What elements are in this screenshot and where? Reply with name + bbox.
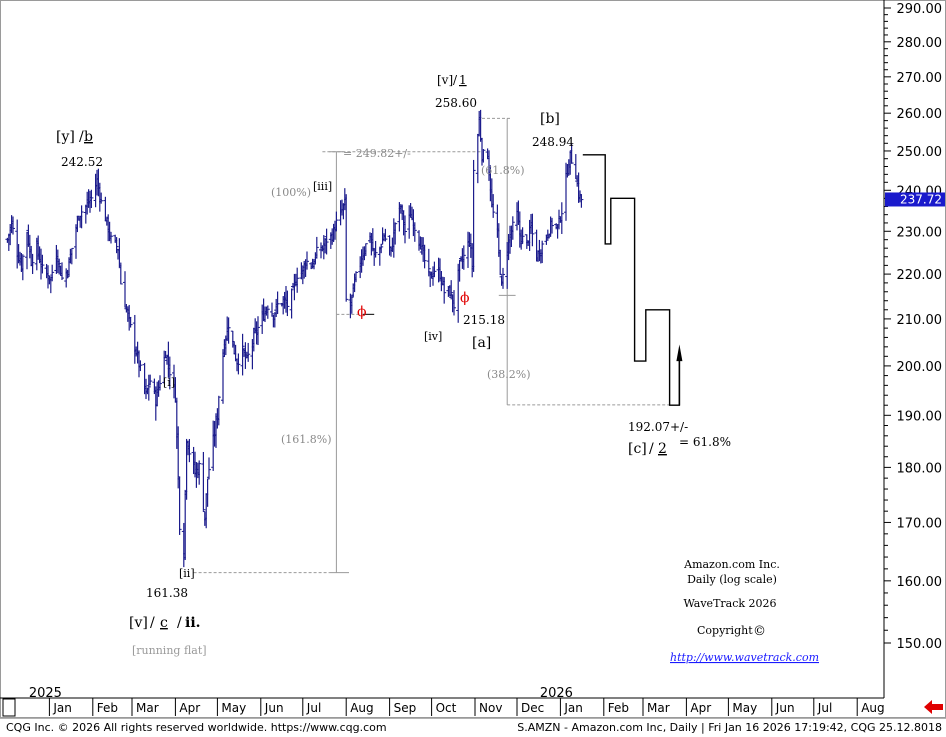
label-wave-ii: [ii] <box>179 567 195 580</box>
last-price-value: 237.72 <box>900 192 942 206</box>
x-month-label: Jun <box>264 701 284 715</box>
fib-161-label: (161.8%) <box>281 433 332 446</box>
label-c-sub: 2 <box>658 441 667 457</box>
last-price-tag: 237.72 <box>885 192 945 207</box>
label-low-value: 161.38 <box>146 586 188 600</box>
label-v1-sub: 1 <box>459 73 467 87</box>
price-bars <box>5 109 584 568</box>
label-y-value: 242.52 <box>61 155 103 169</box>
label-y-sub: b <box>84 129 93 145</box>
x-month-label: Jul <box>306 701 321 715</box>
label-a-wave: [a] <box>472 335 491 351</box>
label-low-sub2: ii. <box>185 615 201 631</box>
y-tick-label: 270.00 <box>897 71 943 86</box>
label-low-slash1: / <box>150 615 155 631</box>
label-y-slash: / <box>79 129 84 145</box>
phi-label-1: ϕ <box>357 304 367 320</box>
label-wave-iii: [iii] <box>313 180 332 193</box>
x-month-label: May <box>221 701 246 715</box>
label-running-flat: [running flat] <box>132 644 207 657</box>
x-month-label: Jun <box>775 701 795 715</box>
y-tick-label: 160.00 <box>897 575 943 590</box>
projection-arrow-head <box>676 344 683 362</box>
annotation-name: Amazon.com Inc. <box>683 558 780 571</box>
label-c-ratio: = 61.8% <box>679 435 731 449</box>
x-month-label: Aug <box>350 701 373 715</box>
red-left-arrow-icon[interactable] <box>924 700 943 714</box>
y-tick-label: 200.00 <box>897 360 943 375</box>
wave-labels: [y] / b 242.52 [v] / 1 258.60 [b] 248.94… <box>56 73 731 657</box>
y-tick-label: 220.00 <box>897 268 943 283</box>
label-c-value: 192.07+/- <box>628 420 688 434</box>
price-chart: 290.00280.00270.00260.00250.00240.00230.… <box>0 0 946 718</box>
label-v1-slash: / <box>453 73 458 87</box>
label-low-slash2: / <box>177 615 182 631</box>
label-wave-iv: [iv] <box>424 330 442 343</box>
label-v1-value: 258.60 <box>435 96 477 110</box>
label-wave-i: [i] <box>163 376 175 389</box>
x-month-label: Nov <box>479 701 502 715</box>
label-c-slash: / <box>649 441 654 457</box>
annotation-block: Amazon.com Inc. Daily (log scale) WaveTr… <box>670 558 819 664</box>
x-month-label: Jul <box>817 701 832 715</box>
label-c-wave: [c] <box>628 441 647 457</box>
projection-path <box>582 154 681 406</box>
annotation-brand: WaveTrack 2026 <box>683 597 776 610</box>
x-year-label: 2026 <box>540 686 573 701</box>
y-tick-label: 260.00 <box>897 107 943 122</box>
status-footer: CQG Inc. © 2026 All rights reserved worl… <box>0 718 946 737</box>
fibonacci-annotations <box>193 117 673 574</box>
y-tick-label: 210.00 <box>897 313 943 328</box>
x-month-label: Dec <box>521 701 544 715</box>
y-tick-label: 190.00 <box>897 409 943 424</box>
y-axis: 290.00280.00270.00260.00250.00240.00230.… <box>884 2 942 652</box>
fib-labels: = 249.82+/- (100%) (161.8%) (61.8%) (38.… <box>271 147 531 446</box>
x-month-label: Apr <box>690 701 711 715</box>
x-month-label: Aug <box>861 701 884 715</box>
y-tick-label: 180.00 <box>897 461 943 476</box>
y-tick-label: 170.00 <box>897 516 943 531</box>
x-month-label: Oct <box>436 701 457 715</box>
label-b-value: 248.94 <box>532 135 574 149</box>
label-low-sub: c <box>160 615 168 631</box>
label-low-wave: [v] <box>129 615 148 631</box>
phi-label-2: ϕ <box>460 290 470 306</box>
back-arrow-shape[interactable] <box>924 700 943 714</box>
x-month-label: Mar <box>647 701 670 715</box>
y-tick-label: 290.00 <box>897 2 943 17</box>
fib-target-label: = 249.82+/- <box>343 147 411 160</box>
y-tick-label: 280.00 <box>897 36 943 51</box>
x-axis-scroll-thumb <box>2 698 16 717</box>
label-b-wave: [b] <box>540 111 560 127</box>
label-v1-wave: [v] <box>437 73 453 87</box>
x-axis: Jan Feb Mar Apr May Jun Jul Aug Sep Oct Nov Dec Jan F… <box>2 686 885 717</box>
last-price-background <box>885 192 945 207</box>
x-month-label: Mar <box>136 701 159 715</box>
annotation-scale: Daily (log scale) <box>687 573 777 586</box>
x-month-label: Jan <box>563 701 583 715</box>
wavetrack-link[interactable]: http://www.wavetrack.com <box>670 651 819 664</box>
x-month-label: Apr <box>179 701 200 715</box>
y-tick-label: 230.00 <box>897 225 943 240</box>
x-month-label: May <box>732 701 757 715</box>
x-month-label: Sep <box>394 701 417 715</box>
x-month-label: Jan <box>52 701 72 715</box>
x-year-label: 2025 <box>29 686 62 701</box>
x-month-label: Feb <box>608 701 629 715</box>
label-y-wave: [y] <box>56 129 75 145</box>
fib-100-label: (100%) <box>271 186 311 199</box>
y-tick-label: 250.00 <box>897 145 943 160</box>
annotation-copyright: Copyright <box>697 624 753 637</box>
y-tick-label: 150.00 <box>897 637 943 652</box>
fib-38-label: (38.2%) <box>487 368 531 381</box>
wave-projection <box>582 154 683 406</box>
fib-61-label: (61.8%) <box>481 164 525 177</box>
footer-symbol-info: S.AMZN - Amazon.com Inc, Daily | Fri Jan… <box>517 721 942 734</box>
x-month-label: Feb <box>97 701 118 715</box>
label-a-value: 215.18 <box>463 313 505 327</box>
copyright-symbol: © <box>753 624 766 639</box>
footer-copyright: CQG Inc. © 2026 All rights reserved worl… <box>6 721 387 734</box>
